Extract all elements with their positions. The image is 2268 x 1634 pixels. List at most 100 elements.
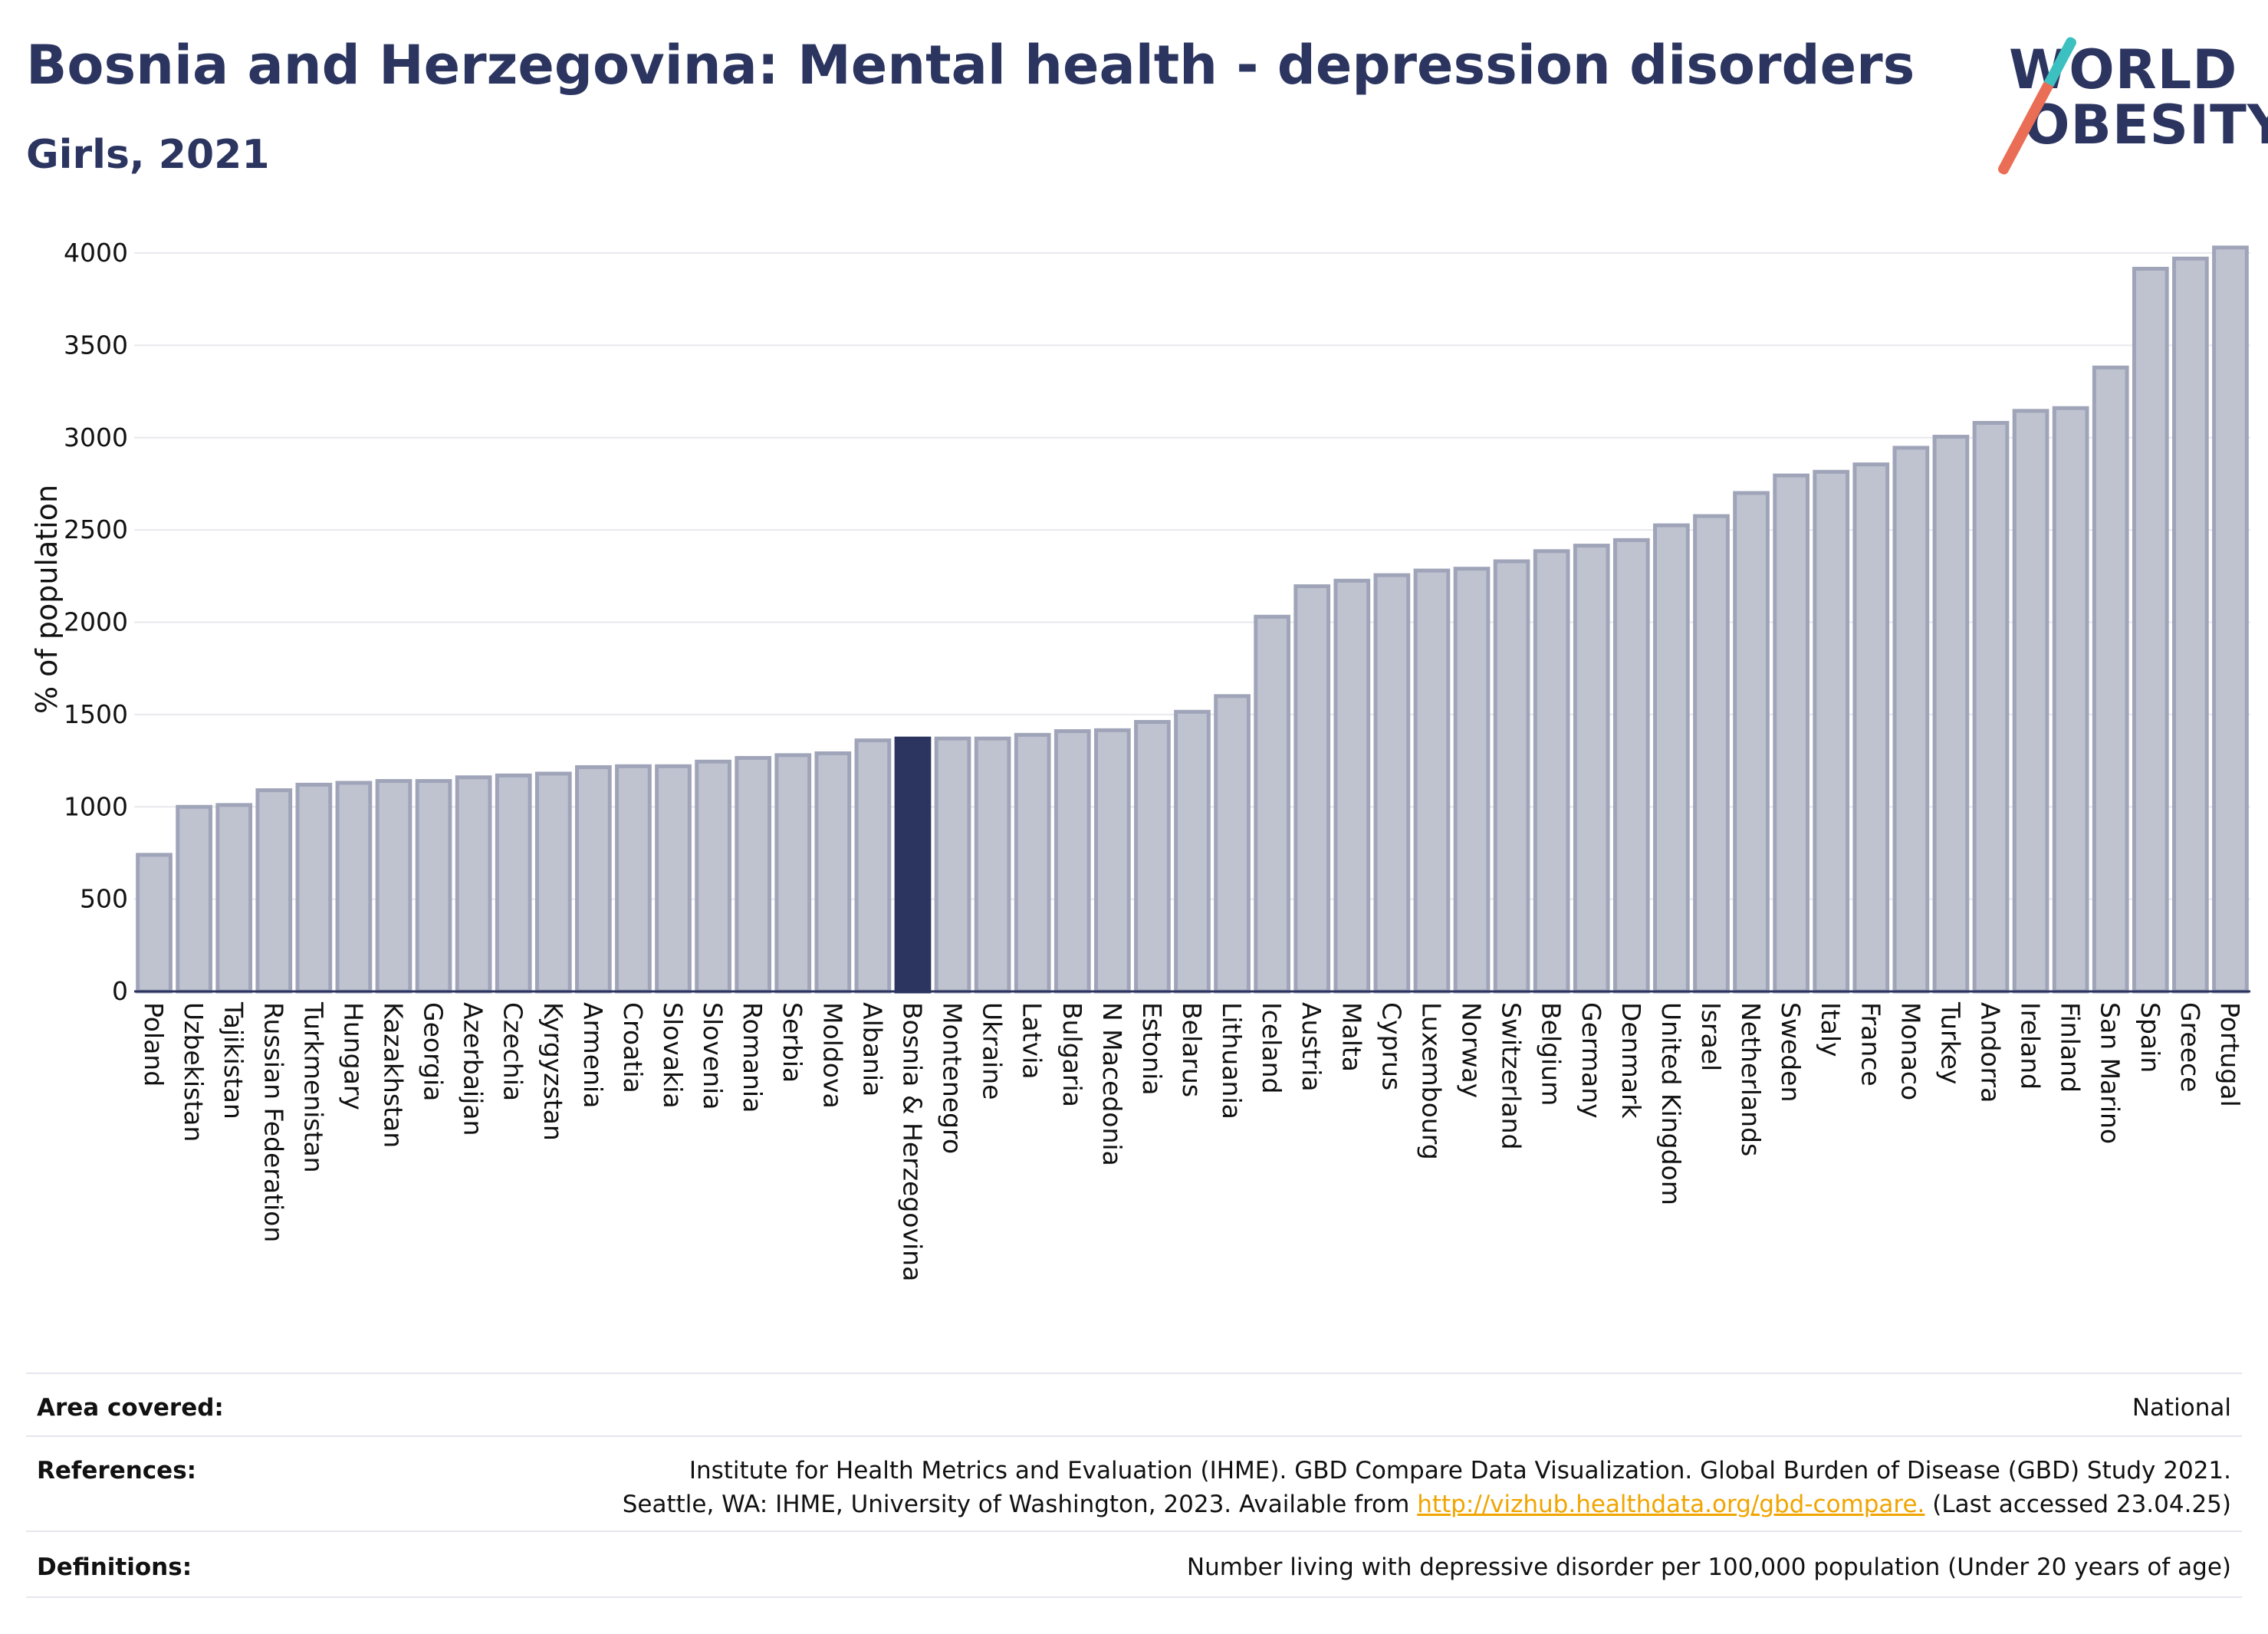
bar xyxy=(1174,709,1211,994)
x-tick-label: Cyprus xyxy=(1376,1002,1406,1090)
y-tick-label: 0 xyxy=(112,976,128,1006)
x-tick-label: Austria xyxy=(1297,1002,1326,1092)
y-tick-label: 4000 xyxy=(64,238,128,268)
bar xyxy=(375,779,413,994)
x-tick-label: Turkey xyxy=(1935,1001,1965,1084)
x-tick-label: Israel xyxy=(1696,1002,1726,1071)
bar xyxy=(1653,523,1690,994)
info-row-definitions: Definitions: Number living with depressi… xyxy=(26,1530,2242,1598)
bar xyxy=(1493,559,1530,994)
y-axis-label: % of population xyxy=(30,485,64,714)
bar xyxy=(575,764,612,994)
bar xyxy=(774,753,812,994)
bar xyxy=(1014,732,1051,994)
y-tick-label: 1000 xyxy=(64,791,128,821)
x-tick-label: Italy xyxy=(1816,1002,1846,1057)
references-link[interactable]: http://vizhub.healthdata.org/gbd-compare… xyxy=(1417,1491,1925,1518)
x-tick-label: Latvia xyxy=(1017,1002,1047,1079)
bar xyxy=(295,782,333,994)
references-line2-post: (Last accessed 23.04.25) xyxy=(1925,1491,2231,1518)
x-tick-label: Bulgaria xyxy=(1057,1002,1087,1107)
definitions-label: Definitions: xyxy=(37,1553,192,1581)
x-tick-label: Serbia xyxy=(777,1002,807,1083)
x-tick-label: Ireland xyxy=(2016,1002,2046,1090)
x-tick-label: N Macedonia xyxy=(1097,1002,1127,1166)
x-tick-label: France xyxy=(1855,1002,1885,1087)
references-label: References: xyxy=(37,1457,197,1484)
bar xyxy=(1214,694,1251,994)
chart-title: Bosnia and Herzegovina: Mental health - … xyxy=(26,34,1915,97)
x-tick-label: Albania xyxy=(857,1002,887,1096)
bar xyxy=(2052,406,2089,994)
bar xyxy=(215,803,253,994)
bar xyxy=(2172,256,2209,994)
bar xyxy=(655,764,692,994)
y-tick-label: 500 xyxy=(80,884,128,914)
x-tick-label: Belgium xyxy=(1537,1002,1566,1106)
area-label: Area covered: xyxy=(37,1394,224,1422)
x-tick-label: Germany xyxy=(1576,1002,1606,1119)
x-tick-label: Tajikistan xyxy=(219,1001,248,1119)
references-line2: Seattle, WA: IHME, University of Washing… xyxy=(623,1491,2231,1518)
bar xyxy=(1413,568,1451,994)
x-tick-label: Greece xyxy=(2175,1002,2205,1092)
x-tick-label: Kyrgyzstan xyxy=(538,1002,568,1141)
bar xyxy=(1813,469,1850,994)
bar-chart: 0 500 1000 1500 2000 2500 3000 3500 4000 % of pop… xyxy=(30,238,2250,1281)
bar xyxy=(455,775,492,994)
bar xyxy=(136,853,173,994)
x-tick-label: Turkmenistan xyxy=(298,1001,328,1173)
bar xyxy=(1892,445,1930,994)
x-tick-label: Norway xyxy=(1457,1002,1487,1098)
x-tick-label: Kazakhstan xyxy=(378,1002,408,1148)
bar xyxy=(2012,409,2049,994)
bar xyxy=(735,755,772,994)
x-tick-label: Poland xyxy=(139,1002,169,1087)
x-tick-label: Finland xyxy=(2056,1002,2086,1093)
bar xyxy=(1293,584,1331,994)
bar xyxy=(1693,514,1730,994)
x-tick-label: Lithuania xyxy=(1217,1002,1247,1119)
x-tick-label: Iceland xyxy=(1257,1002,1287,1093)
x-tick-label: Hungary xyxy=(338,1002,368,1110)
x-tick-label: Moldova xyxy=(817,1002,847,1109)
x-tick-label: Malta xyxy=(1336,1002,1366,1072)
x-tick-label: Andorra xyxy=(1976,1002,2006,1103)
x-tick-label: Montenegro xyxy=(938,1002,968,1154)
y-tick-label: 2500 xyxy=(64,515,128,544)
x-tick-label: Sweden xyxy=(1776,1002,1806,1102)
references-line2-pre: Seattle, WA: IHME, University of Washing… xyxy=(622,1491,1418,1518)
x-tick-label: Switzerland xyxy=(1497,1002,1527,1150)
bar xyxy=(335,781,373,994)
bar xyxy=(495,773,532,994)
bar xyxy=(974,736,1011,994)
references-line1: Institute for Health Metrics and Evaluat… xyxy=(689,1457,2231,1484)
x-tick-label: United Kingdom xyxy=(1656,1002,1686,1205)
world-obesity-logo: WORLD OBESITY xyxy=(1996,21,2268,176)
x-tick-label: Estonia xyxy=(1137,1002,1167,1095)
x-tick-label: San Marino xyxy=(2095,1002,2125,1144)
bar xyxy=(1773,473,1809,994)
x-tick-label: Portugal xyxy=(2215,1002,2245,1107)
area-value: National xyxy=(2132,1394,2231,1422)
bar xyxy=(1134,720,1171,994)
x-tick-label: Slovakia xyxy=(658,1002,688,1109)
y-tick-label: 3500 xyxy=(64,330,128,360)
bar xyxy=(2092,365,2129,994)
chart-subtitle: Girls, 2021 xyxy=(26,132,270,178)
bar xyxy=(534,771,572,994)
bar xyxy=(934,736,971,994)
y-tick-label: 3000 xyxy=(64,422,128,452)
bar xyxy=(1373,573,1411,994)
y-tick-label: 2000 xyxy=(64,607,128,637)
bar xyxy=(1333,578,1371,994)
info-row-references: References: Institute for Health Metrics… xyxy=(26,1435,2242,1532)
bar xyxy=(1053,729,1091,994)
bar xyxy=(894,736,932,994)
x-tick-label: Romania xyxy=(738,1002,768,1113)
bar xyxy=(1612,538,1650,994)
x-tick-label: Netherlands xyxy=(1736,1002,1766,1156)
x-tick-label: Ukraine xyxy=(978,1002,1007,1100)
bar xyxy=(1733,491,1770,994)
y-tick-label: 1500 xyxy=(64,699,128,729)
